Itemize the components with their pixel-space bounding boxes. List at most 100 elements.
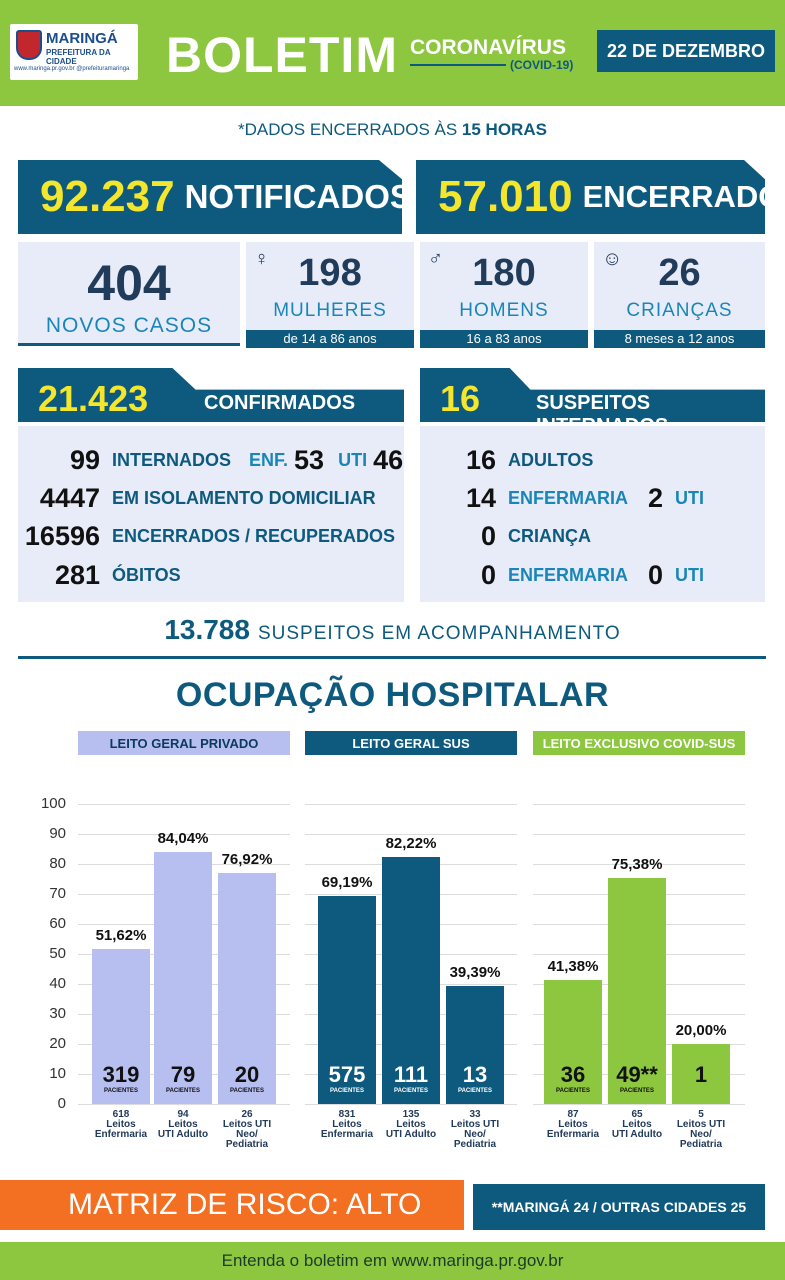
- suspeitos-panel: [420, 426, 765, 602]
- logo-subtitle: PREFEITURA DA CIDADE: [46, 48, 111, 66]
- bar-patient-count: 36: [560, 1062, 586, 1087]
- bar-percent-label: 69,19%: [321, 874, 373, 892]
- enfermaria-crianca-row: 0 ENFERMARIA 0 UTI: [420, 558, 704, 592]
- bar-percent-label: 51,62%: [95, 927, 147, 945]
- bar: [446, 985, 504, 1104]
- x-label-line: 87: [567, 1109, 579, 1120]
- gridline: [78, 804, 290, 805]
- ocupacao-chart: 0 10 20 30 40 50 60 70 80 90 100 51,62% 319 PACIENTES…: [0, 780, 785, 1170]
- enfermaria-adultos-value: 14: [465, 482, 496, 513]
- criancas-range: 8 meses a 12 anos: [594, 330, 765, 348]
- bar-patient-count: 111: [393, 1062, 429, 1087]
- enf-label: ENF.: [249, 449, 289, 470]
- covid-label: (COVID-19): [510, 58, 574, 72]
- gridline: [78, 834, 290, 835]
- bar-x-label: 94 Leitos UTI Adulto: [148, 1110, 218, 1140]
- crianca-row: 0 CRIANÇA: [420, 519, 591, 553]
- suspeitos-internados-label: SUSPEITOS INTERNADOS: [536, 392, 668, 422]
- bar-patient-count: 49**: [616, 1062, 658, 1087]
- isolamento-row: 4447 EM ISOLAMENTO DOMICILIAR: [18, 481, 376, 515]
- internados-value: 99: [69, 444, 100, 475]
- crianca-value: 0: [480, 520, 496, 551]
- city-crest-icon: [16, 30, 42, 60]
- cutoff-hour: 15 HORAS: [461, 120, 547, 139]
- bar-percent-label: 82,22%: [385, 835, 437, 853]
- x-label-line: Leitos: [168, 1119, 198, 1130]
- bar-x-label: 618 Leitos Enfermaria: [86, 1110, 156, 1140]
- bar-patient-sub: PACIENTES: [166, 1088, 200, 1094]
- bar: [318, 896, 376, 1104]
- acompanhamento-value: 13.788: [164, 614, 250, 645]
- bar-x-label: 831 Leitos Enfermaria: [312, 1110, 382, 1140]
- notificados-banner: 92.237 NOTIFICADOS: [18, 160, 402, 234]
- y-tick-label: 20: [49, 1035, 66, 1052]
- novos-casos-card: 404 NOVOS CASOS: [18, 242, 240, 346]
- encerrados-label: ENCERRADOS: [582, 179, 785, 214]
- enfermaria-adultos-label: ENFERMARIA: [508, 487, 628, 508]
- x-label-line: 33: [469, 1109, 481, 1120]
- novos-casos-value: 404: [87, 255, 171, 311]
- man-icon: ♂: [428, 248, 443, 270]
- mulheres-label: MULHERES: [273, 300, 387, 321]
- bar: [382, 857, 440, 1104]
- gridline: [78, 1104, 290, 1105]
- x-label-line: Leitos UTI: [222, 1119, 272, 1130]
- recuperados-label: ENCERRADOS / RECUPERADOS: [112, 525, 396, 546]
- uti-adultos-label: UTI: [675, 487, 705, 508]
- x-label-line: 65: [631, 1109, 643, 1120]
- data-cutoff-note: *DADOS ENCERRADOS ÀS 15 HORAS: [0, 120, 785, 140]
- homens-label: HOMENS: [459, 300, 549, 321]
- x-label-line: 5: [698, 1109, 704, 1120]
- risk-matrix-banner: MATRIZ DE RISCO: ALTO: [0, 1180, 464, 1230]
- homens-value: 180: [472, 252, 536, 294]
- confirmados-header: 21.423 CONFIRMADOS: [18, 368, 404, 422]
- bar-patient-count: 575: [328, 1062, 366, 1087]
- suspeitos-internados-header: 16 SUSPEITOS INTERNADOS: [420, 368, 765, 422]
- confirmados-value: 21.423: [38, 378, 149, 419]
- y-tick-label: 50: [49, 945, 66, 962]
- y-tick-label: 60: [49, 915, 66, 932]
- logo-url: www.maringa.pr.gov.br @prefeituramaringa: [14, 66, 130, 72]
- x-label-line: Enfermaria: [320, 1129, 374, 1140]
- recuperados-value: 16596: [24, 520, 100, 551]
- bar: [218, 873, 276, 1104]
- cat-leito-covid: LEITO EXCLUSIVO COVID-SUS: [533, 731, 745, 755]
- enfermaria-crianca-value: 0: [480, 559, 496, 590]
- bar-percent-label: 20,00%: [675, 1022, 727, 1039]
- x-label-line: 26: [241, 1109, 253, 1120]
- cities-note: **MARINGÁ 24 / OUTRAS CIDADES 25: [473, 1184, 765, 1230]
- criancas-value: 26: [658, 252, 701, 294]
- uti-label: UTI: [338, 449, 368, 470]
- bulletin-date: 22 DE DEZEMBRO: [597, 30, 775, 72]
- cat-leito-sus: LEITO GERAL SUS: [305, 731, 517, 755]
- uti-crianca-value: 0: [648, 559, 664, 590]
- criancas-label: CRIANÇAS: [626, 300, 733, 321]
- cat-leito-privado: LEITO GERAL PRIVADO: [78, 731, 290, 755]
- x-label-line: Neo/: [464, 1129, 486, 1140]
- bar-patient-sub: PACIENTES: [556, 1088, 590, 1094]
- x-label-line: Pediatria: [679, 1139, 723, 1150]
- crianca-label: CRIANÇA: [508, 525, 591, 546]
- recuperados-row: 16596 ENCERRADOS / RECUPERADOS: [18, 519, 395, 553]
- header-underline: [410, 64, 506, 66]
- x-label-line: UTI Adulto: [157, 1129, 209, 1140]
- bar-x-label: 87 Leitos Enfermaria: [538, 1110, 608, 1140]
- footer-link-text: Entenda o boletim em www.maringa.pr.gov.…: [0, 1242, 785, 1280]
- bar-patient-count: 20: [234, 1062, 260, 1087]
- x-label-line: UTI Adulto: [385, 1129, 437, 1140]
- gridline: [533, 864, 745, 865]
- y-tick-label: 90: [49, 825, 66, 842]
- x-label-line: UTI Adulto: [611, 1129, 663, 1140]
- notificados-label: NOTIFICADOS: [184, 178, 412, 215]
- y-tick-label: 40: [49, 975, 66, 992]
- bar-patient-count: 79: [170, 1062, 196, 1087]
- x-label-line: Neo/: [236, 1129, 258, 1140]
- gridline: [305, 834, 517, 835]
- child-icon: ☺: [602, 248, 623, 270]
- coronavirus-label: CORONAVÍRUS: [410, 36, 566, 59]
- bar-x-label: 26 Leitos UTI Neo/Pediatria: [212, 1110, 282, 1150]
- encerrados-banner: 57.010 ENCERRADOS: [416, 160, 765, 234]
- y-tick-label: 10: [49, 1065, 66, 1082]
- mulheres-range: de 14 a 86 anos: [246, 330, 414, 348]
- y-tick-label: 100: [40, 795, 66, 812]
